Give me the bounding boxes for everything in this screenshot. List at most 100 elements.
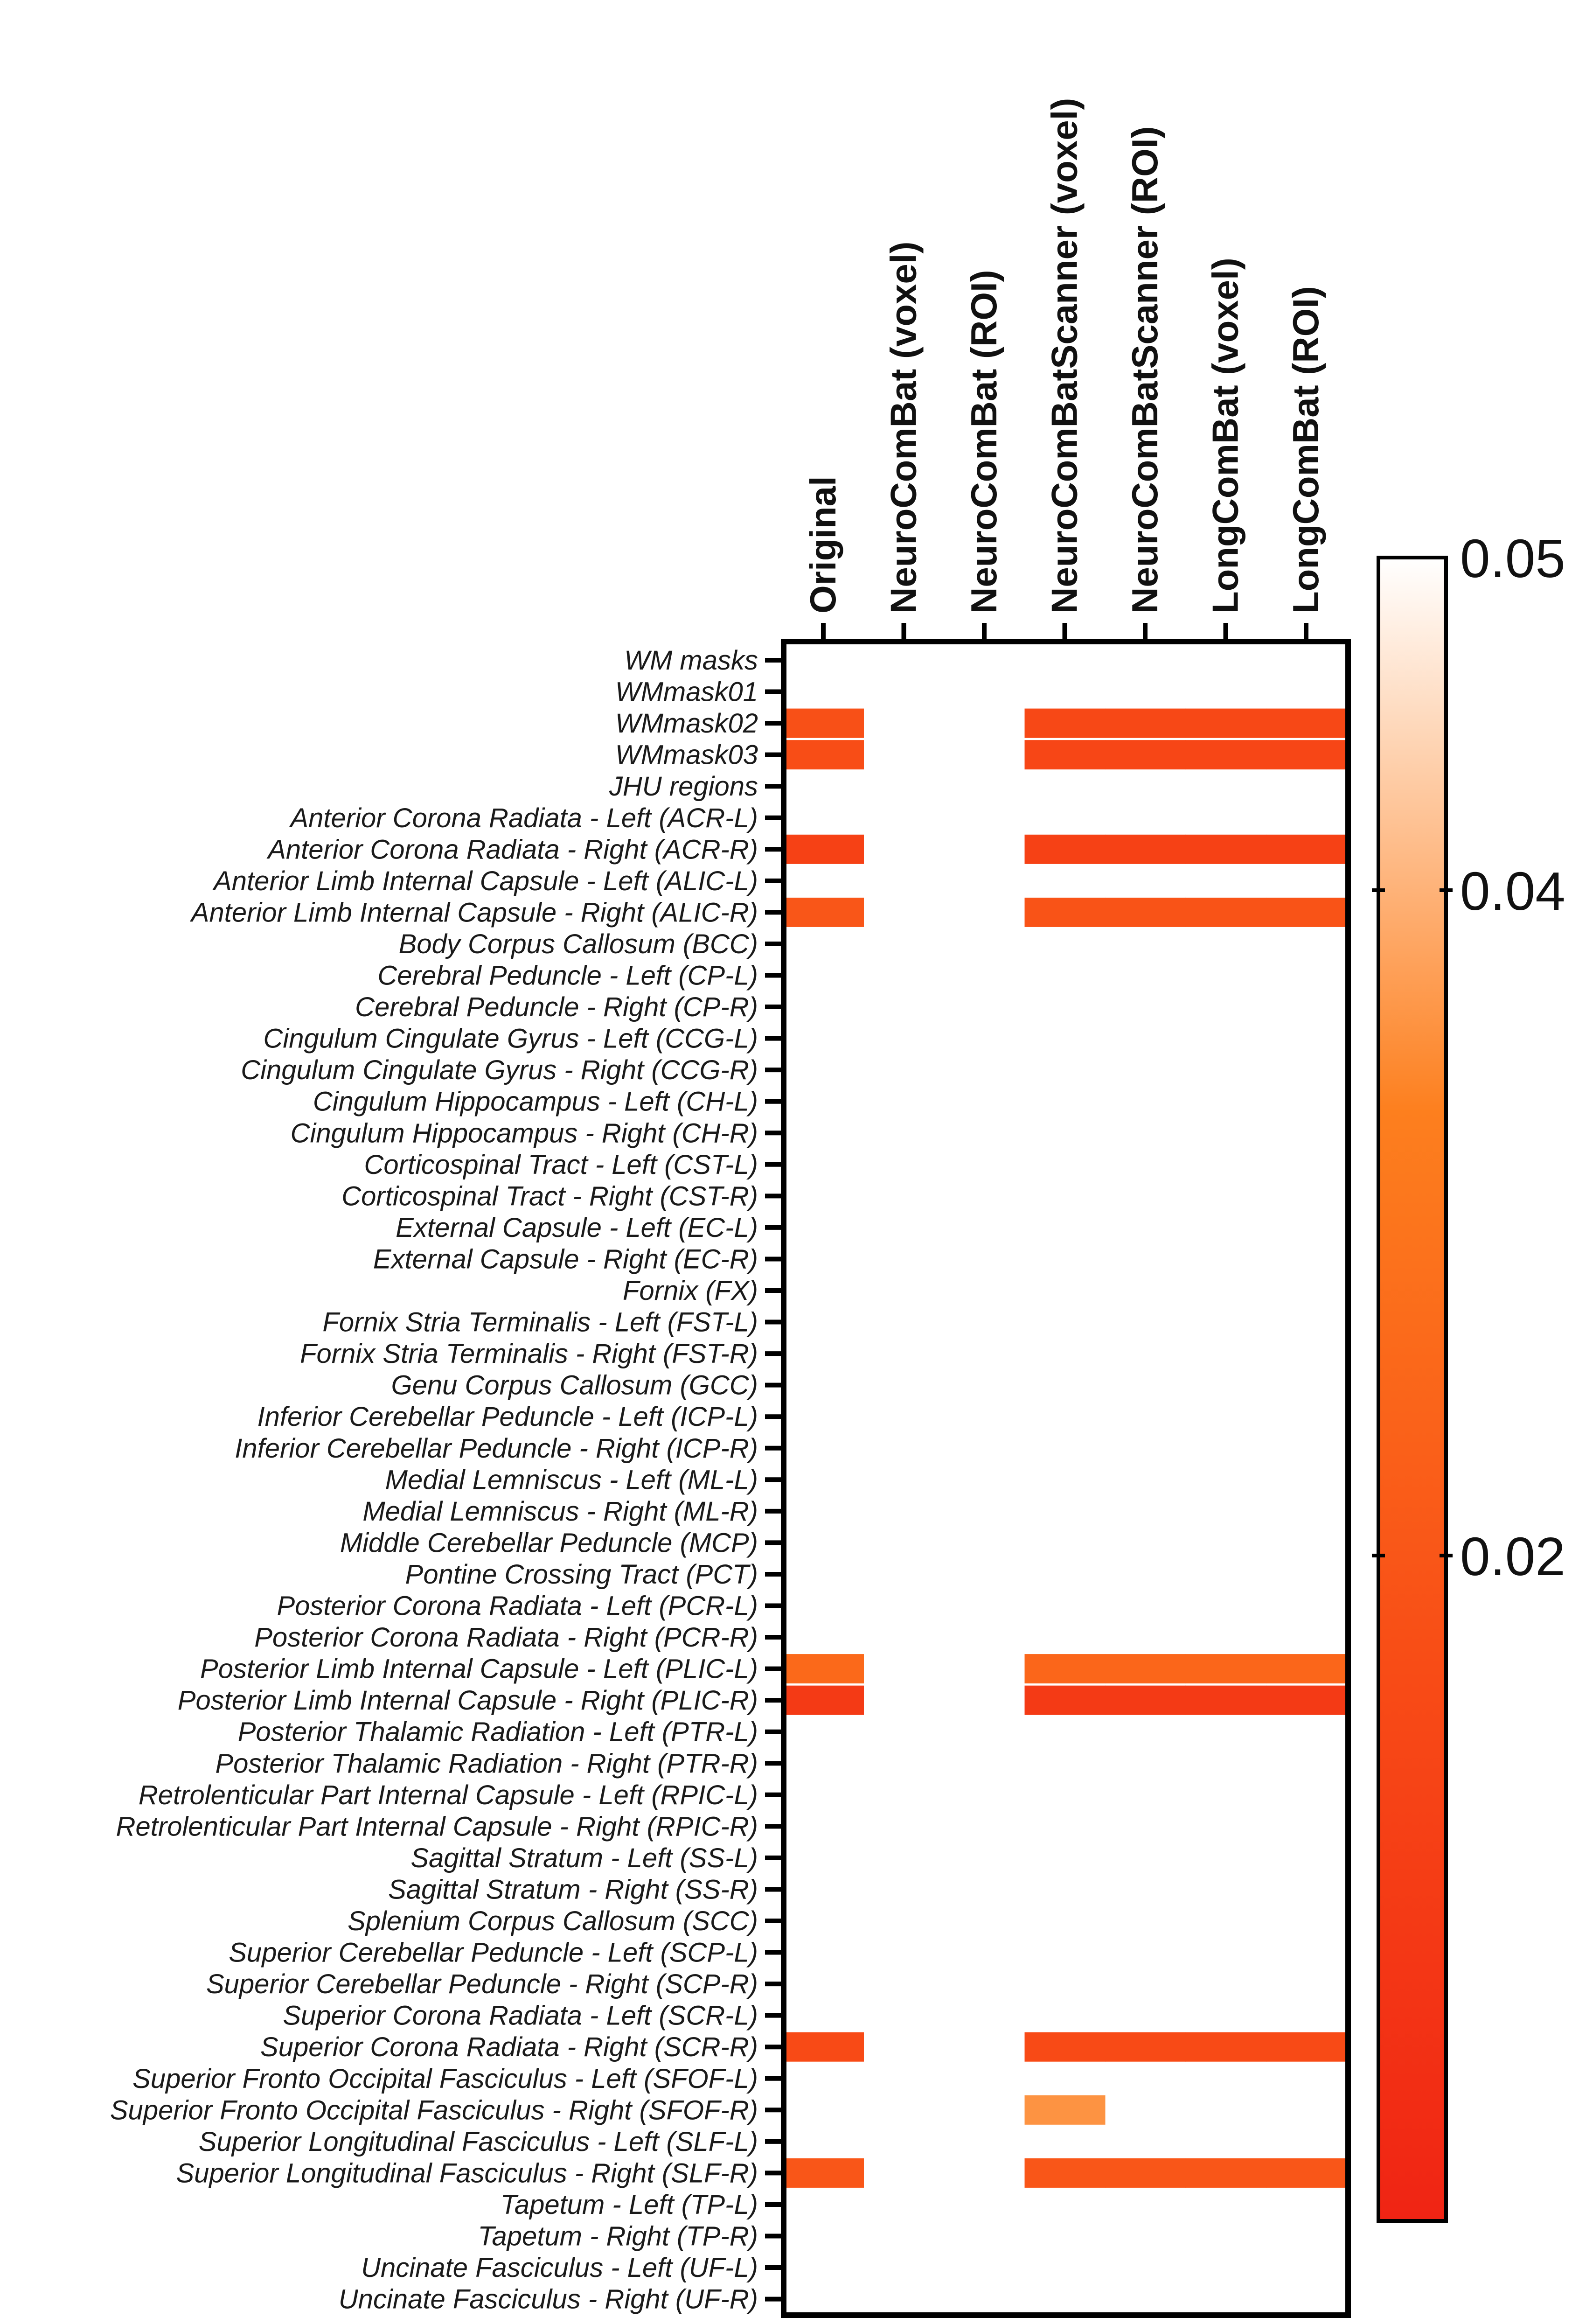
heatmap-cell: [1185, 740, 1266, 770]
row-label: Retrolenticular Part Internal Capsule - …: [116, 1811, 758, 1842]
row-label: Posterior Corona Radiata - Right (PCR-R): [254, 1622, 758, 1653]
row-label: Cingulum Hippocampus - Left (CH-L): [313, 1087, 758, 1117]
heatmap-cell: [1024, 2032, 1106, 2062]
row-label: Medial Lemniscus - Left (ML-L): [385, 1465, 758, 1495]
row-label: Cingulum Hippocampus - Right (CH-R): [291, 1118, 758, 1148]
heatmap-cell: [1024, 708, 1106, 738]
heatmap-cell: [1185, 897, 1266, 927]
heatmap-cell: [1024, 897, 1106, 927]
heatmap-cell: [1185, 1685, 1266, 1715]
colorbar-ticks: 0.02 0.04 0.05: [1372, 528, 1565, 1587]
colorbar-scale: [1377, 556, 1448, 2223]
heatmap-cell: [783, 740, 864, 770]
row-label: Body Corpus Callosum (BCC): [399, 929, 758, 959]
row-label: Superior Fronto Occipital Fasciculus - L…: [132, 2064, 758, 2094]
row-label: Cerebral Peduncle - Left (CP-L): [377, 961, 758, 991]
row-label: Cerebral Peduncle - Right (CP-R): [355, 992, 758, 1022]
row-label: Middle Cerebellar Peduncle (MCP): [340, 1528, 758, 1558]
column-label: NeuroComBatScanner (ROI): [1124, 126, 1165, 614]
heatmap-cell: [1185, 708, 1266, 738]
heatmap-cell: [1266, 1685, 1347, 1715]
row-label: Genu Corpus Callosum (GCC): [391, 1370, 758, 1401]
heatmap-cell: [1105, 708, 1186, 738]
row-label: Posterior Limb Internal Capsule - Right …: [178, 1685, 758, 1716]
row-label: Cingulum Cingulate Gyrus - Right (CCG-R): [241, 1055, 758, 1085]
column-label: LongComBat (voxel): [1205, 258, 1246, 614]
row-label: Anterior Limb Internal Capsule - Right (…: [190, 897, 758, 928]
heatmap-cell: [1105, 834, 1186, 864]
colorbar: 0.02 0.04 0.05: [1372, 528, 1565, 2223]
row-label: Superior Corona Radiata - Right (SCR-R): [260, 2032, 758, 2062]
row-label: Retrolenticular Part Internal Capsule - …: [139, 1780, 758, 1810]
row-label: Pontine Crossing Tract (PCT): [405, 1559, 758, 1590]
heatmap-cell: [1185, 2158, 1266, 2188]
heatmap-cell: [783, 897, 864, 927]
heatmap-cells: [783, 708, 1347, 2188]
heatmap-frame: [781, 639, 1351, 2318]
column-label: NeuroComBat (ROI): [963, 270, 1004, 614]
heatmap-cell: [1105, 897, 1186, 927]
heatmap-cell: [1266, 834, 1347, 864]
row-label: Posterior Thalamic Radiation - Left (PTR…: [238, 1717, 758, 1747]
row-label: Cingulum Cingulate Gyrus - Left (CCG-L): [264, 1024, 758, 1054]
row-label: Inferior Cerebellar Peduncle - Right (IC…: [235, 1433, 758, 1464]
row-label: Sagittal Stratum - Right (SS-R): [388, 1874, 758, 1905]
heatmap-cell: [783, 2158, 864, 2188]
row-label: JHU regions: [609, 771, 758, 802]
row-label: Superior Corona Radiata - Left (SCR-L): [283, 2001, 758, 2031]
row-label: Fornix Stria Terminalis - Right (FST-R): [300, 1339, 758, 1369]
row-label: WM masks: [624, 645, 758, 676]
row-label: Fornix Stria Terminalis - Left (FST-L): [322, 1307, 758, 1338]
heatmap-cell: [1024, 1654, 1106, 1684]
heatmap-cell: [1024, 740, 1106, 770]
heatmap-cell: [783, 2032, 864, 2062]
column-labels: Original NeuroComBat (voxel) NeuroComBat (…: [802, 98, 1326, 642]
row-label: Fornix (FX): [623, 1276, 758, 1306]
heatmap-cell: [1105, 2158, 1186, 2188]
heatmap-cell: [1266, 2158, 1347, 2188]
heatmap-cell: [1266, 1654, 1347, 1684]
row-label: Posterior Corona Radiata - Left (PCR-L): [277, 1591, 758, 1621]
heatmap-cell: [1024, 834, 1106, 864]
row-label: Inferior Cerebellar Peduncle - Left (ICP…: [257, 1402, 758, 1432]
row-label: Uncinate Fasciculus - Right (UF-R): [339, 2284, 758, 2315]
row-label: Superior Cerebellar Peduncle - Left (SCP…: [229, 1938, 758, 1968]
column-label: Original: [802, 476, 843, 614]
row-label: Anterior Limb Internal Capsule - Left (A…: [212, 866, 758, 896]
colorbar-tick-label: 0.04: [1460, 861, 1565, 921]
row-label: Anterior Corona Radiata - Right (ACR-R): [266, 834, 758, 865]
column-label: LongComBat (ROI): [1285, 286, 1326, 614]
column-label: NeuroComBat (voxel): [883, 242, 924, 614]
row-label: Posterior Thalamic Radiation - Right (PT…: [215, 1748, 758, 1779]
heatmap-cell: [1185, 1654, 1266, 1684]
column-label: NeuroComBatScanner (voxel): [1044, 98, 1085, 614]
heatmap-cell: [1024, 2158, 1106, 2188]
heatmap-cell: [1266, 897, 1347, 927]
heatmap-cell: [783, 1654, 864, 1684]
row-label: Superior Cerebellar Peduncle - Right (SC…: [206, 1969, 758, 1999]
row-label: Corticospinal Tract - Left (CST-L): [364, 1150, 758, 1180]
row-label: WMmask02: [615, 708, 758, 739]
heatmap-cell: [1024, 1685, 1106, 1715]
row-label: Anterior Corona Radiata - Left (ACR-L): [289, 803, 758, 833]
heatmap-cell: [1266, 740, 1347, 770]
heatmap-cell: [1105, 740, 1186, 770]
heatmap-cell: [1105, 2032, 1186, 2062]
colorbar-tick-label: 0.05: [1460, 528, 1565, 589]
heatmap-cell: [1266, 2032, 1347, 2062]
row-label: Corticospinal Tract - Right (CST-R): [341, 1181, 758, 1211]
row-label: Sagittal Stratum - Left (SS-L): [410, 1843, 758, 1873]
row-label: WMmask01: [615, 677, 758, 707]
heatmap-cell: [1266, 708, 1347, 738]
heatmap-cell: [783, 834, 864, 864]
heatmap-cell: [783, 1685, 864, 1715]
row-label: Posterior Limb Internal Capsule - Left (…: [200, 1654, 758, 1684]
row-label: Tapetum - Left (TP-L): [501, 2190, 758, 2220]
colorbar-tick-label: 0.02: [1460, 1526, 1565, 1587]
row-label: Tapetum - Right (TP-R): [478, 2221, 758, 2252]
row-label: Uncinate Fasciculus - Left (UF-L): [361, 2253, 758, 2283]
row-label: Splenium Corpus Callosum (SCC): [348, 1906, 758, 1936]
heatmap-cell: [1105, 1654, 1186, 1684]
